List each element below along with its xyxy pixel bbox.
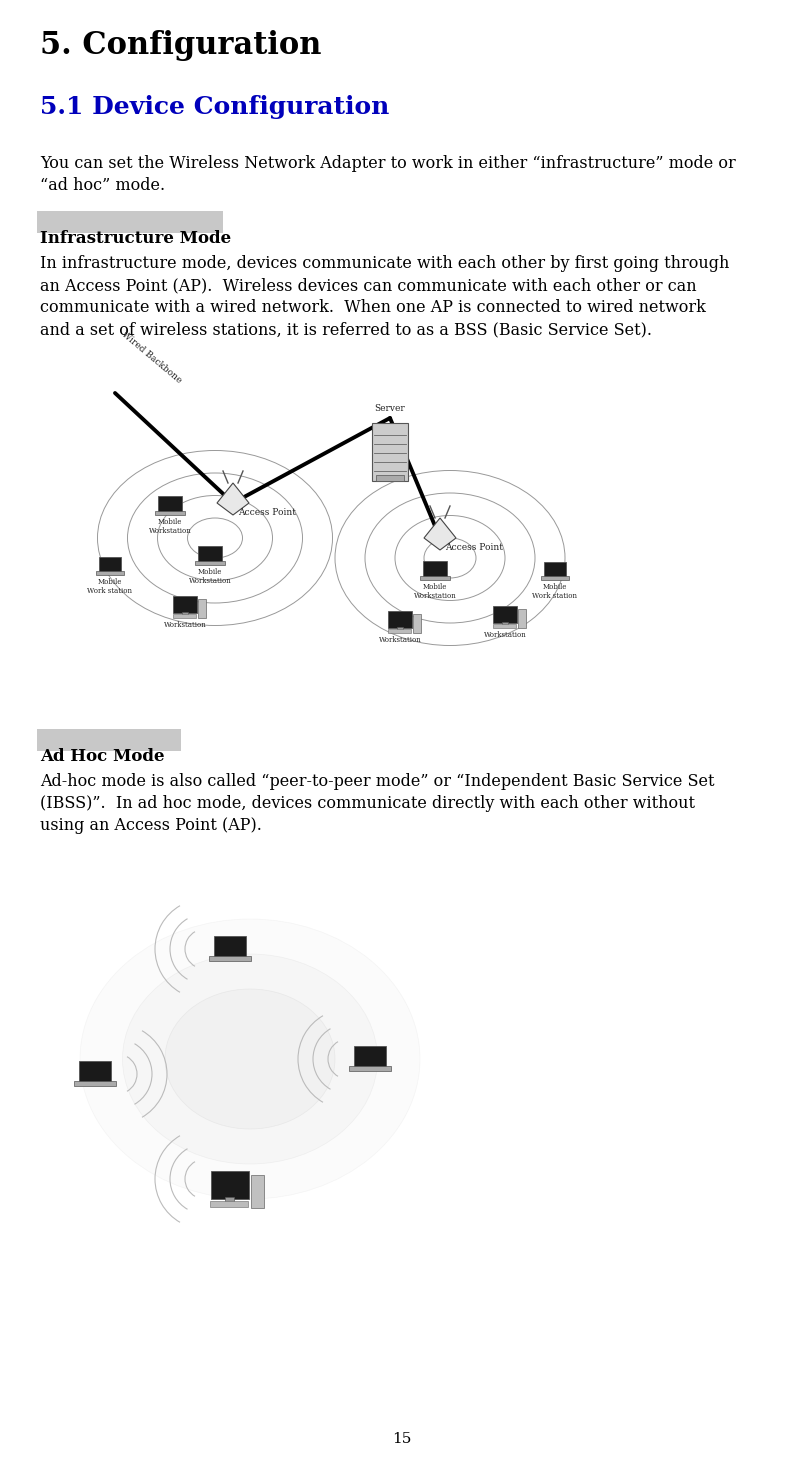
Text: communicate with a wired network.  When one AP is connected to wired network: communicate with a wired network. When o…: [40, 299, 705, 316]
FancyBboxPatch shape: [74, 1081, 115, 1086]
FancyBboxPatch shape: [213, 936, 246, 959]
Text: Workstation: Workstation: [483, 631, 526, 640]
Text: Workstation: Workstation: [379, 637, 421, 644]
FancyBboxPatch shape: [517, 609, 525, 628]
FancyBboxPatch shape: [387, 610, 411, 628]
Text: 5. Configuration: 5. Configuration: [40, 29, 321, 60]
Text: Mobile
Workstation: Mobile Workstation: [148, 518, 191, 535]
Text: Access Point: Access Point: [237, 507, 296, 516]
Text: Ad Hoc Mode: Ad Hoc Mode: [40, 747, 164, 765]
FancyBboxPatch shape: [211, 1171, 249, 1199]
FancyBboxPatch shape: [158, 496, 182, 513]
Text: Access Point: Access Point: [444, 543, 502, 552]
FancyBboxPatch shape: [353, 1046, 386, 1068]
Polygon shape: [217, 482, 249, 515]
Text: Mobile
Workstation: Mobile Workstation: [413, 583, 456, 600]
FancyBboxPatch shape: [37, 210, 223, 232]
FancyBboxPatch shape: [502, 622, 507, 625]
FancyBboxPatch shape: [182, 612, 188, 616]
FancyBboxPatch shape: [79, 1061, 111, 1084]
Text: Infrastructure Mode: Infrastructure Mode: [40, 229, 231, 247]
FancyBboxPatch shape: [423, 560, 447, 578]
FancyBboxPatch shape: [225, 1197, 234, 1203]
FancyBboxPatch shape: [371, 424, 407, 481]
Text: In infrastructure mode, devices communicate with each other by first going throu: In infrastructure mode, devices communic…: [40, 254, 728, 272]
FancyBboxPatch shape: [95, 571, 124, 575]
Text: Mobile
Work station: Mobile Work station: [87, 578, 132, 594]
FancyBboxPatch shape: [492, 606, 516, 624]
Ellipse shape: [80, 919, 419, 1199]
FancyBboxPatch shape: [543, 562, 565, 578]
FancyBboxPatch shape: [155, 510, 184, 515]
FancyBboxPatch shape: [419, 577, 449, 580]
Text: Mobile
Work station: Mobile Work station: [532, 583, 577, 600]
Text: 15: 15: [391, 1431, 411, 1446]
Text: “ad hoc” mode.: “ad hoc” mode.: [40, 177, 165, 194]
FancyBboxPatch shape: [173, 615, 196, 618]
FancyBboxPatch shape: [349, 1066, 391, 1071]
FancyBboxPatch shape: [251, 1175, 264, 1208]
FancyBboxPatch shape: [210, 1202, 248, 1206]
FancyBboxPatch shape: [99, 558, 121, 574]
Text: You can set the Wireless Network Adapter to work in either “infrastructure” mode: You can set the Wireless Network Adapter…: [40, 154, 735, 172]
Polygon shape: [423, 518, 456, 550]
Ellipse shape: [123, 955, 377, 1164]
FancyBboxPatch shape: [375, 475, 403, 481]
FancyBboxPatch shape: [37, 730, 180, 752]
FancyBboxPatch shape: [209, 956, 251, 961]
FancyBboxPatch shape: [195, 560, 225, 565]
Text: 5.1 Device Configuration: 5.1 Device Configuration: [40, 96, 389, 119]
Text: Wired Backbone: Wired Backbone: [119, 330, 184, 385]
FancyBboxPatch shape: [540, 577, 569, 580]
Text: using an Access Point (AP).: using an Access Point (AP).: [40, 816, 261, 834]
FancyBboxPatch shape: [173, 596, 196, 613]
FancyBboxPatch shape: [412, 613, 420, 634]
FancyBboxPatch shape: [388, 630, 411, 633]
FancyBboxPatch shape: [397, 627, 402, 631]
Text: an Access Point (AP).  Wireless devices can communicate with each other or can: an Access Point (AP). Wireless devices c…: [40, 277, 696, 294]
Ellipse shape: [164, 989, 334, 1130]
Text: and a set of wireless stations, it is referred to as a BSS (Basic Service Set).: and a set of wireless stations, it is re…: [40, 321, 651, 338]
Text: (IBSS)”.  In ad hoc mode, devices communicate directly with each other without: (IBSS)”. In ad hoc mode, devices communi…: [40, 794, 695, 812]
FancyBboxPatch shape: [198, 546, 221, 563]
FancyBboxPatch shape: [492, 624, 515, 628]
Text: Server: Server: [375, 405, 405, 413]
FancyBboxPatch shape: [197, 599, 205, 618]
Text: Mobile
Workstation: Mobile Workstation: [188, 568, 231, 585]
Text: Workstation: Workstation: [164, 621, 206, 630]
Text: Ad-hoc mode is also called “peer-to-peer mode” or “Independent Basic Service Set: Ad-hoc mode is also called “peer-to-peer…: [40, 772, 714, 790]
